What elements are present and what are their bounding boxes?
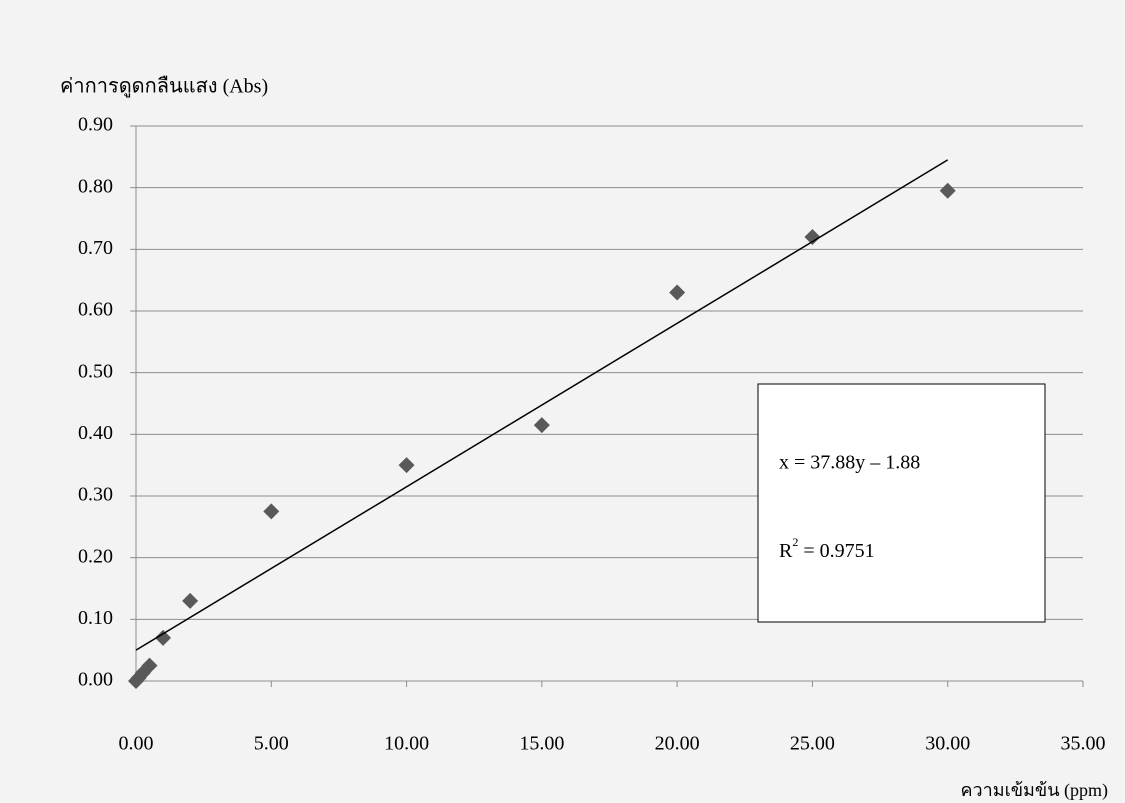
r-symbol: R bbox=[779, 540, 793, 562]
x-tick-label: 30.00 bbox=[925, 733, 970, 755]
equation-box bbox=[758, 384, 1045, 622]
marker bbox=[940, 183, 956, 199]
marker bbox=[399, 457, 415, 473]
y-tick-label: 0.30 bbox=[78, 484, 113, 506]
y-tick-label: 0.90 bbox=[78, 114, 113, 136]
marker bbox=[182, 593, 198, 609]
r-value: = 0.9751 bbox=[798, 540, 874, 562]
y-tick-label: 0.40 bbox=[78, 422, 113, 444]
x-tick-label: 10.00 bbox=[384, 733, 429, 755]
x-axis-label: ความเข้มข้น (ppm) bbox=[960, 780, 1108, 801]
y-tick-label: 0.50 bbox=[78, 360, 113, 382]
y-axis-label: ค่าการดูดกลืนแสง (Abs) bbox=[60, 76, 268, 99]
x-tick-label: 0.00 bbox=[119, 733, 154, 755]
x-tick-label: 5.00 bbox=[254, 733, 289, 755]
y-tick-label: 0.70 bbox=[78, 237, 113, 259]
x-tick-label: 35.00 bbox=[1061, 733, 1106, 755]
marker bbox=[263, 503, 279, 519]
y-tick-label: 0.20 bbox=[78, 545, 113, 567]
x-tick-label: 15.00 bbox=[519, 733, 564, 755]
y-tick-label: 0.10 bbox=[78, 607, 113, 629]
y-tick-label: 0.00 bbox=[78, 669, 113, 691]
chart: ค่าการดูดกลืนแสง (Abs) ความเข้มข้น (ppm)… bbox=[0, 0, 1125, 803]
equation: x = 37.88y – 1.88 bbox=[779, 452, 920, 474]
x-tick-label: 25.00 bbox=[790, 733, 835, 755]
marker bbox=[669, 285, 685, 301]
y-tick-label: 0.60 bbox=[78, 299, 113, 321]
y-tick-label: 0.80 bbox=[78, 175, 113, 197]
marker bbox=[804, 229, 820, 245]
x-tick-label: 20.00 bbox=[655, 733, 700, 755]
marker bbox=[534, 417, 550, 433]
